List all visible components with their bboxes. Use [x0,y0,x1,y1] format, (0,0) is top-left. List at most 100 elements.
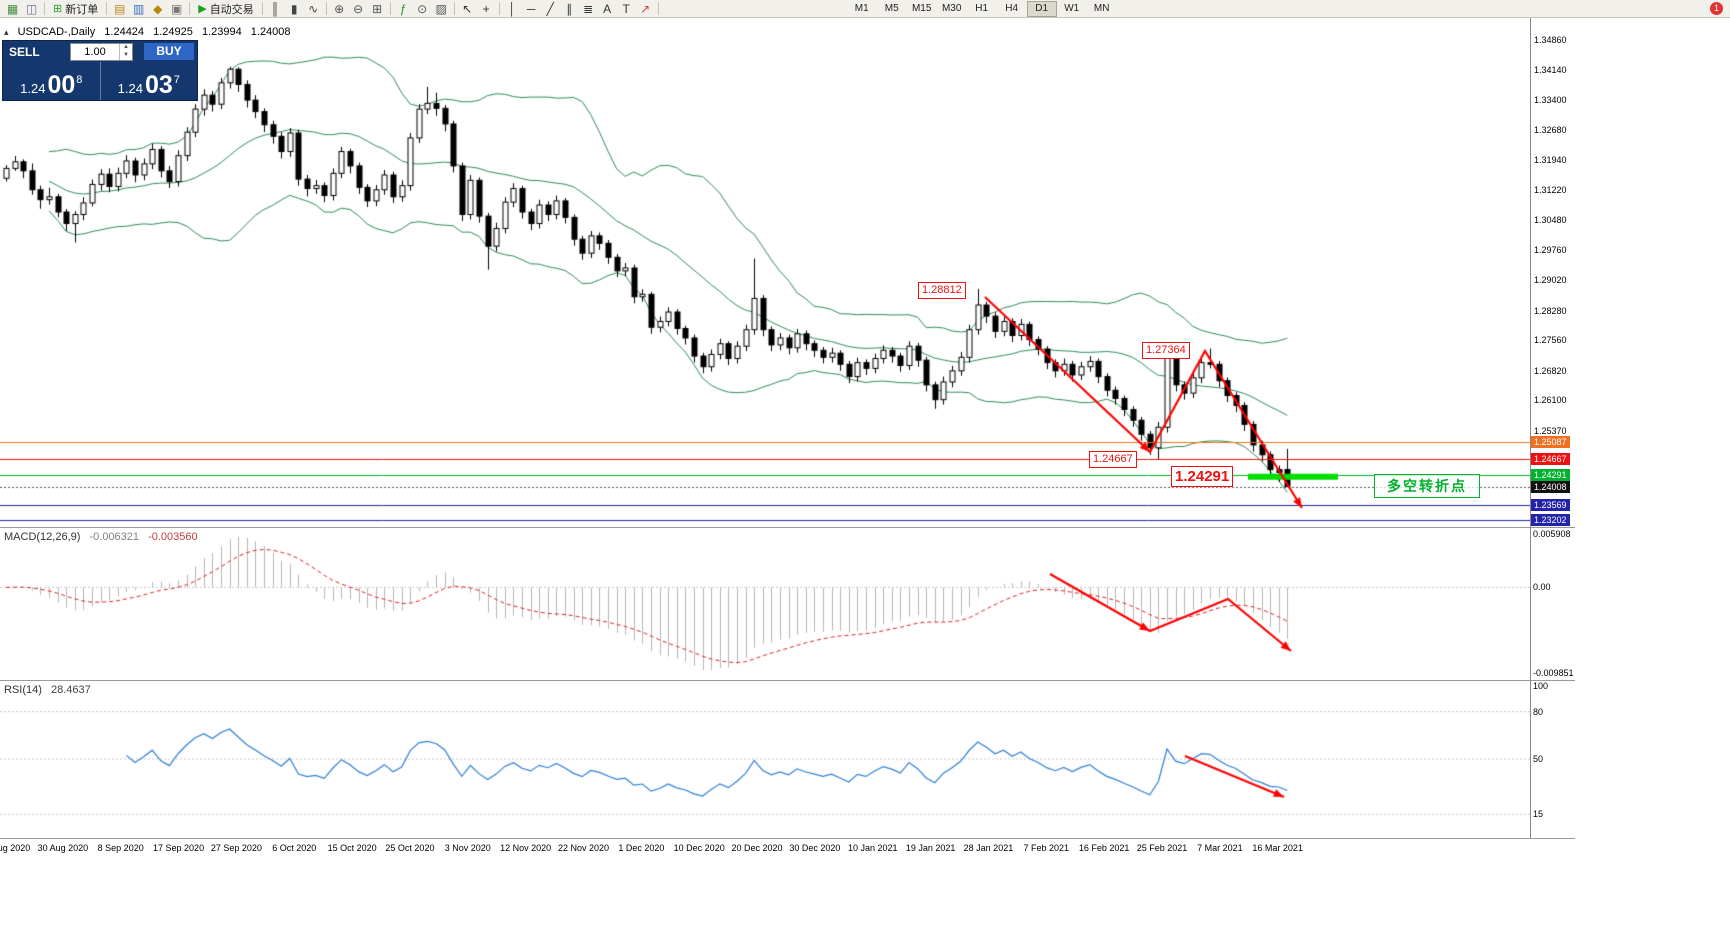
date-label: 15 Oct 2020 [327,843,377,853]
notification-badge[interactable]: 1 [1710,2,1723,15]
timeframe-m5[interactable]: M5 [884,2,899,14]
tile-windows-icon[interactable]: ⊞ [372,1,383,16]
timeframe-mn[interactable]: MN [1093,2,1110,14]
templates-icon[interactable]: ▨ [435,1,447,16]
macd-signal-value: -0.003560 [148,531,198,543]
price-annotation[interactable]: 1.28812 [918,282,966,299]
turning-point-label[interactable]: 多空转折点 [1374,474,1480,498]
text-icon[interactable]: A [603,1,612,16]
terminal-icon[interactable]: ▣ [171,1,183,16]
timeframe-m15[interactable]: M15 [911,2,932,14]
toolbar-icons: ▦ ◫ ⊞ 新订单 ▤ ▥ ◆ ▣ ▶ 自动交易 ║ ▮ ∿ ⊕ ⊖ ⊞ ƒ ⊙ ▨ ↖ + │ ─ ╱ ∥ ≣ A T ↗ [3,1,662,17]
bar-chart-icon[interactable]: ║ [270,1,280,16]
indicators-icon[interactable]: ƒ [399,1,407,16]
price-scale[interactable]: 1.34860 1.34140 1.33400 1.32680 1.31940 1.312… [1530,18,1576,838]
volume-input[interactable] [71,43,119,60]
price-scale-label: 1.28280 [1534,305,1567,316]
buy-price-prefix: 1.24 [117,80,143,96]
date-label: 25 Oct 2020 [385,843,435,853]
date-label: 16 Mar 2021 [1252,843,1303,853]
date-label: 10 Dec 2020 [673,843,725,853]
timeframe-h4[interactable]: H4 [1005,2,1019,14]
one-click-trading-panel: SELL ▲ ▼ BUY 1.24 00 8 [2,40,198,101]
time-axis[interactable]: 20 Aug 2020 30 Aug 2020 8 Sep 2020 17 Sep 2… [0,838,1575,859]
rsi-scale-label: 15 [1533,809,1544,820]
timeframe-h1[interactable]: H1 [975,2,989,14]
price-scale-badge: 1.24008 [1531,480,1570,493]
toolbar-separator [657,2,659,15]
price-annotation[interactable]: 1.24291 [1171,466,1234,487]
toolbar-separator [44,2,45,15]
new-chart-icon[interactable]: ▦ [6,1,19,16]
date-label: 27 Sep 2020 [210,843,262,853]
ohlc-close: 1.24008 [250,26,291,38]
price-annotation[interactable]: 1.24667 [1089,451,1137,468]
chart-title: ▴ USDCAD-,Daily 1.24424 1.24925 1.23994 … [4,26,297,38]
price-scale-badge: 1.25087 [1531,436,1570,449]
chart-profiles-icon[interactable]: ◫ [25,1,38,16]
date-label: 1 Dec 2020 [618,843,665,853]
cursor-icon[interactable]: ↖ [462,1,473,16]
date-label: 7 Feb 2021 [1023,843,1070,853]
price-scale-label: 1.30480 [1534,215,1567,226]
ohlc-high: 1.24925 [153,26,193,38]
crosshair-icon[interactable]: + [482,1,490,16]
label-icon[interactable]: T [622,1,630,16]
macd-indicator-label: MACD(12,26,9) -0.006321 -0.003560 [4,531,198,543]
vertical-line-icon[interactable]: │ [508,1,516,16]
macd-pane-divider[interactable] [0,527,1575,528]
horizontal-line-icon[interactable]: ─ [526,1,536,16]
sell-button[interactable]: SELL [9,44,40,59]
navigator-icon[interactable]: ◆ [153,1,163,16]
autotrading-button[interactable]: ▶ 自动交易 [193,1,258,17]
timeframe-d1[interactable]: D1 [1026,0,1057,17]
rsi-indicator-label: RSI(14) 28.4637 [4,684,91,696]
sell-price[interactable]: 1.24 00 8 [3,62,101,100]
date-label: 22 Nov 2020 [557,843,610,853]
data-window-icon[interactable]: ▥ [133,1,145,16]
macd-name: MACD(12,26,9) [4,531,81,543]
date-label: 16 Feb 2021 [1078,843,1130,853]
rsi-pane-divider[interactable] [0,680,1575,681]
buy-price-pip: 7 [173,74,180,86]
timeframe-m30[interactable]: M30 [941,2,962,14]
price-annotation[interactable]: 1.27364 [1142,342,1190,359]
price-scale-badge: 1.24291 [1531,468,1570,481]
toolbar-separator [261,2,263,15]
buy-price[interactable]: 1.24 03 7 [101,62,198,100]
date-label: 30 Dec 2020 [789,843,841,853]
buy-button[interactable]: BUY [144,43,194,60]
ohlc-open: 1.24424 [104,26,145,38]
volume-up-icon[interactable]: ▲ [123,43,129,50]
channel-icon[interactable]: ∥ [566,1,573,16]
toolbar-separator [498,2,500,15]
arrows-icon[interactable]: ↗ [640,1,651,16]
line-chart-icon[interactable]: ∿ [308,1,319,16]
rsi-scale-label: 100 [1533,681,1549,691]
timeframe-m1[interactable]: M1 [854,2,869,14]
zoom-in-icon[interactable]: ⊕ [334,1,345,16]
chart-canvas[interactable] [0,18,1530,838]
trendline-icon[interactable]: ╱ [546,1,554,16]
fibonacci-icon[interactable]: ≣ [583,1,594,16]
date-label: 8 Sep 2020 [97,843,144,853]
new-order-button[interactable]: ⊞ 新订单 [48,1,103,17]
zoom-out-icon[interactable]: ⊖ [353,1,364,16]
date-label: 6 Oct 2020 [272,843,317,853]
price-scale-label: 1.34860 [1534,35,1567,45]
chart-area: ▴ USDCAD-,Daily 1.24424 1.24925 1.23994 … [0,18,1730,944]
rsi-value: 28.4637 [50,684,91,696]
price-scale-badge: 1.24667 [1531,453,1570,466]
toolbar-separator [106,2,108,15]
candlestick-chart-icon[interactable]: ▮ [290,1,298,16]
price-scale-label: 1.29760 [1534,244,1567,255]
price-scale-label: 1.34140 [1534,64,1567,75]
price-scale-label: 1.33400 [1534,95,1567,106]
market-watch-icon[interactable]: ▤ [114,1,126,16]
periods-icon[interactable]: ⊙ [417,1,428,16]
volume-down-icon[interactable]: ▼ [123,51,129,58]
date-label: 12 Nov 2020 [500,843,552,853]
timeframe-w1[interactable]: W1 [1064,2,1080,14]
collapse-trade-panel-icon[interactable]: ▴ [4,27,9,37]
sell-price-prefix: 1.24 [20,80,46,96]
